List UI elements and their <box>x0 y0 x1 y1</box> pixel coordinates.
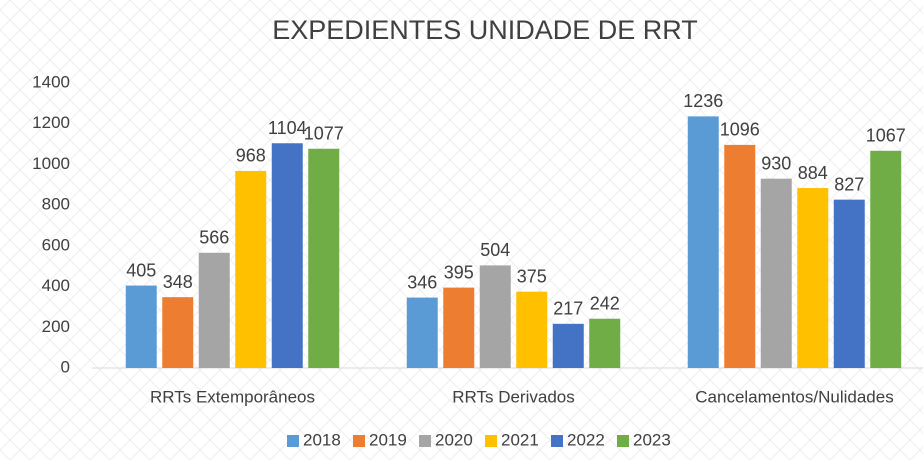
bar <box>516 291 548 368</box>
bar <box>833 199 865 368</box>
y-tick-label: 1200 <box>32 113 70 132</box>
bar <box>724 144 756 368</box>
legend-label: 2023 <box>633 430 671 449</box>
bar <box>687 116 719 368</box>
bar <box>760 178 792 368</box>
bar <box>235 170 267 368</box>
legend-label: 2021 <box>501 430 539 449</box>
bar <box>552 323 584 368</box>
legend-swatch <box>551 435 563 447</box>
data-label: 1077 <box>304 124 344 144</box>
y-tick-label: 800 <box>42 195 70 214</box>
legend-label: 2019 <box>369 430 407 449</box>
data-label: 566 <box>199 228 229 248</box>
bar <box>406 297 438 368</box>
legend-label: 2020 <box>435 430 473 449</box>
legend-label: 2018 <box>303 430 341 449</box>
legend-swatch <box>287 435 299 447</box>
bar <box>479 265 511 368</box>
y-tick-label: 200 <box>42 317 70 336</box>
legend-swatch <box>419 435 431 447</box>
data-label: 1236 <box>683 91 723 111</box>
chart-title: EXPEDIENTES UNIDADE DE RRT <box>272 15 698 45</box>
data-label: 1067 <box>866 126 906 146</box>
bar <box>308 148 340 368</box>
x-tick-label: RRTs Extemporâneos <box>150 387 315 406</box>
data-label: 348 <box>163 272 193 292</box>
legend-swatch <box>617 435 629 447</box>
legend-swatch <box>485 435 497 447</box>
data-label: 346 <box>407 272 437 292</box>
bar <box>125 285 157 368</box>
y-tick-label: 1000 <box>32 154 70 173</box>
data-label: 405 <box>126 260 156 280</box>
data-label: 1096 <box>720 120 760 140</box>
data-label: 968 <box>236 146 266 166</box>
bar <box>198 252 230 368</box>
bar <box>870 150 902 368</box>
bar <box>589 318 621 368</box>
data-label: 930 <box>761 153 791 173</box>
data-label: 242 <box>590 293 620 313</box>
data-label: 375 <box>517 266 547 286</box>
y-tick-label: 600 <box>42 235 70 254</box>
y-tick-label: 1400 <box>32 72 70 91</box>
legend-label: 2022 <box>567 430 605 449</box>
data-label: 504 <box>480 240 510 260</box>
data-label: 1104 <box>268 118 307 138</box>
x-tick-label: Cancelamentos/Nulidades <box>695 387 893 406</box>
data-label: 217 <box>553 299 583 319</box>
x-tick-label: RRTs Derivados <box>452 387 575 406</box>
legend-swatch <box>353 435 365 447</box>
data-label: 884 <box>798 163 828 183</box>
bar <box>797 188 829 368</box>
bar <box>271 143 303 368</box>
data-label: 827 <box>834 174 864 194</box>
data-label: 395 <box>444 262 474 282</box>
bar <box>162 297 194 368</box>
y-tick-label: 0 <box>61 357 70 376</box>
y-tick-label: 400 <box>42 276 70 295</box>
bar <box>443 287 475 368</box>
